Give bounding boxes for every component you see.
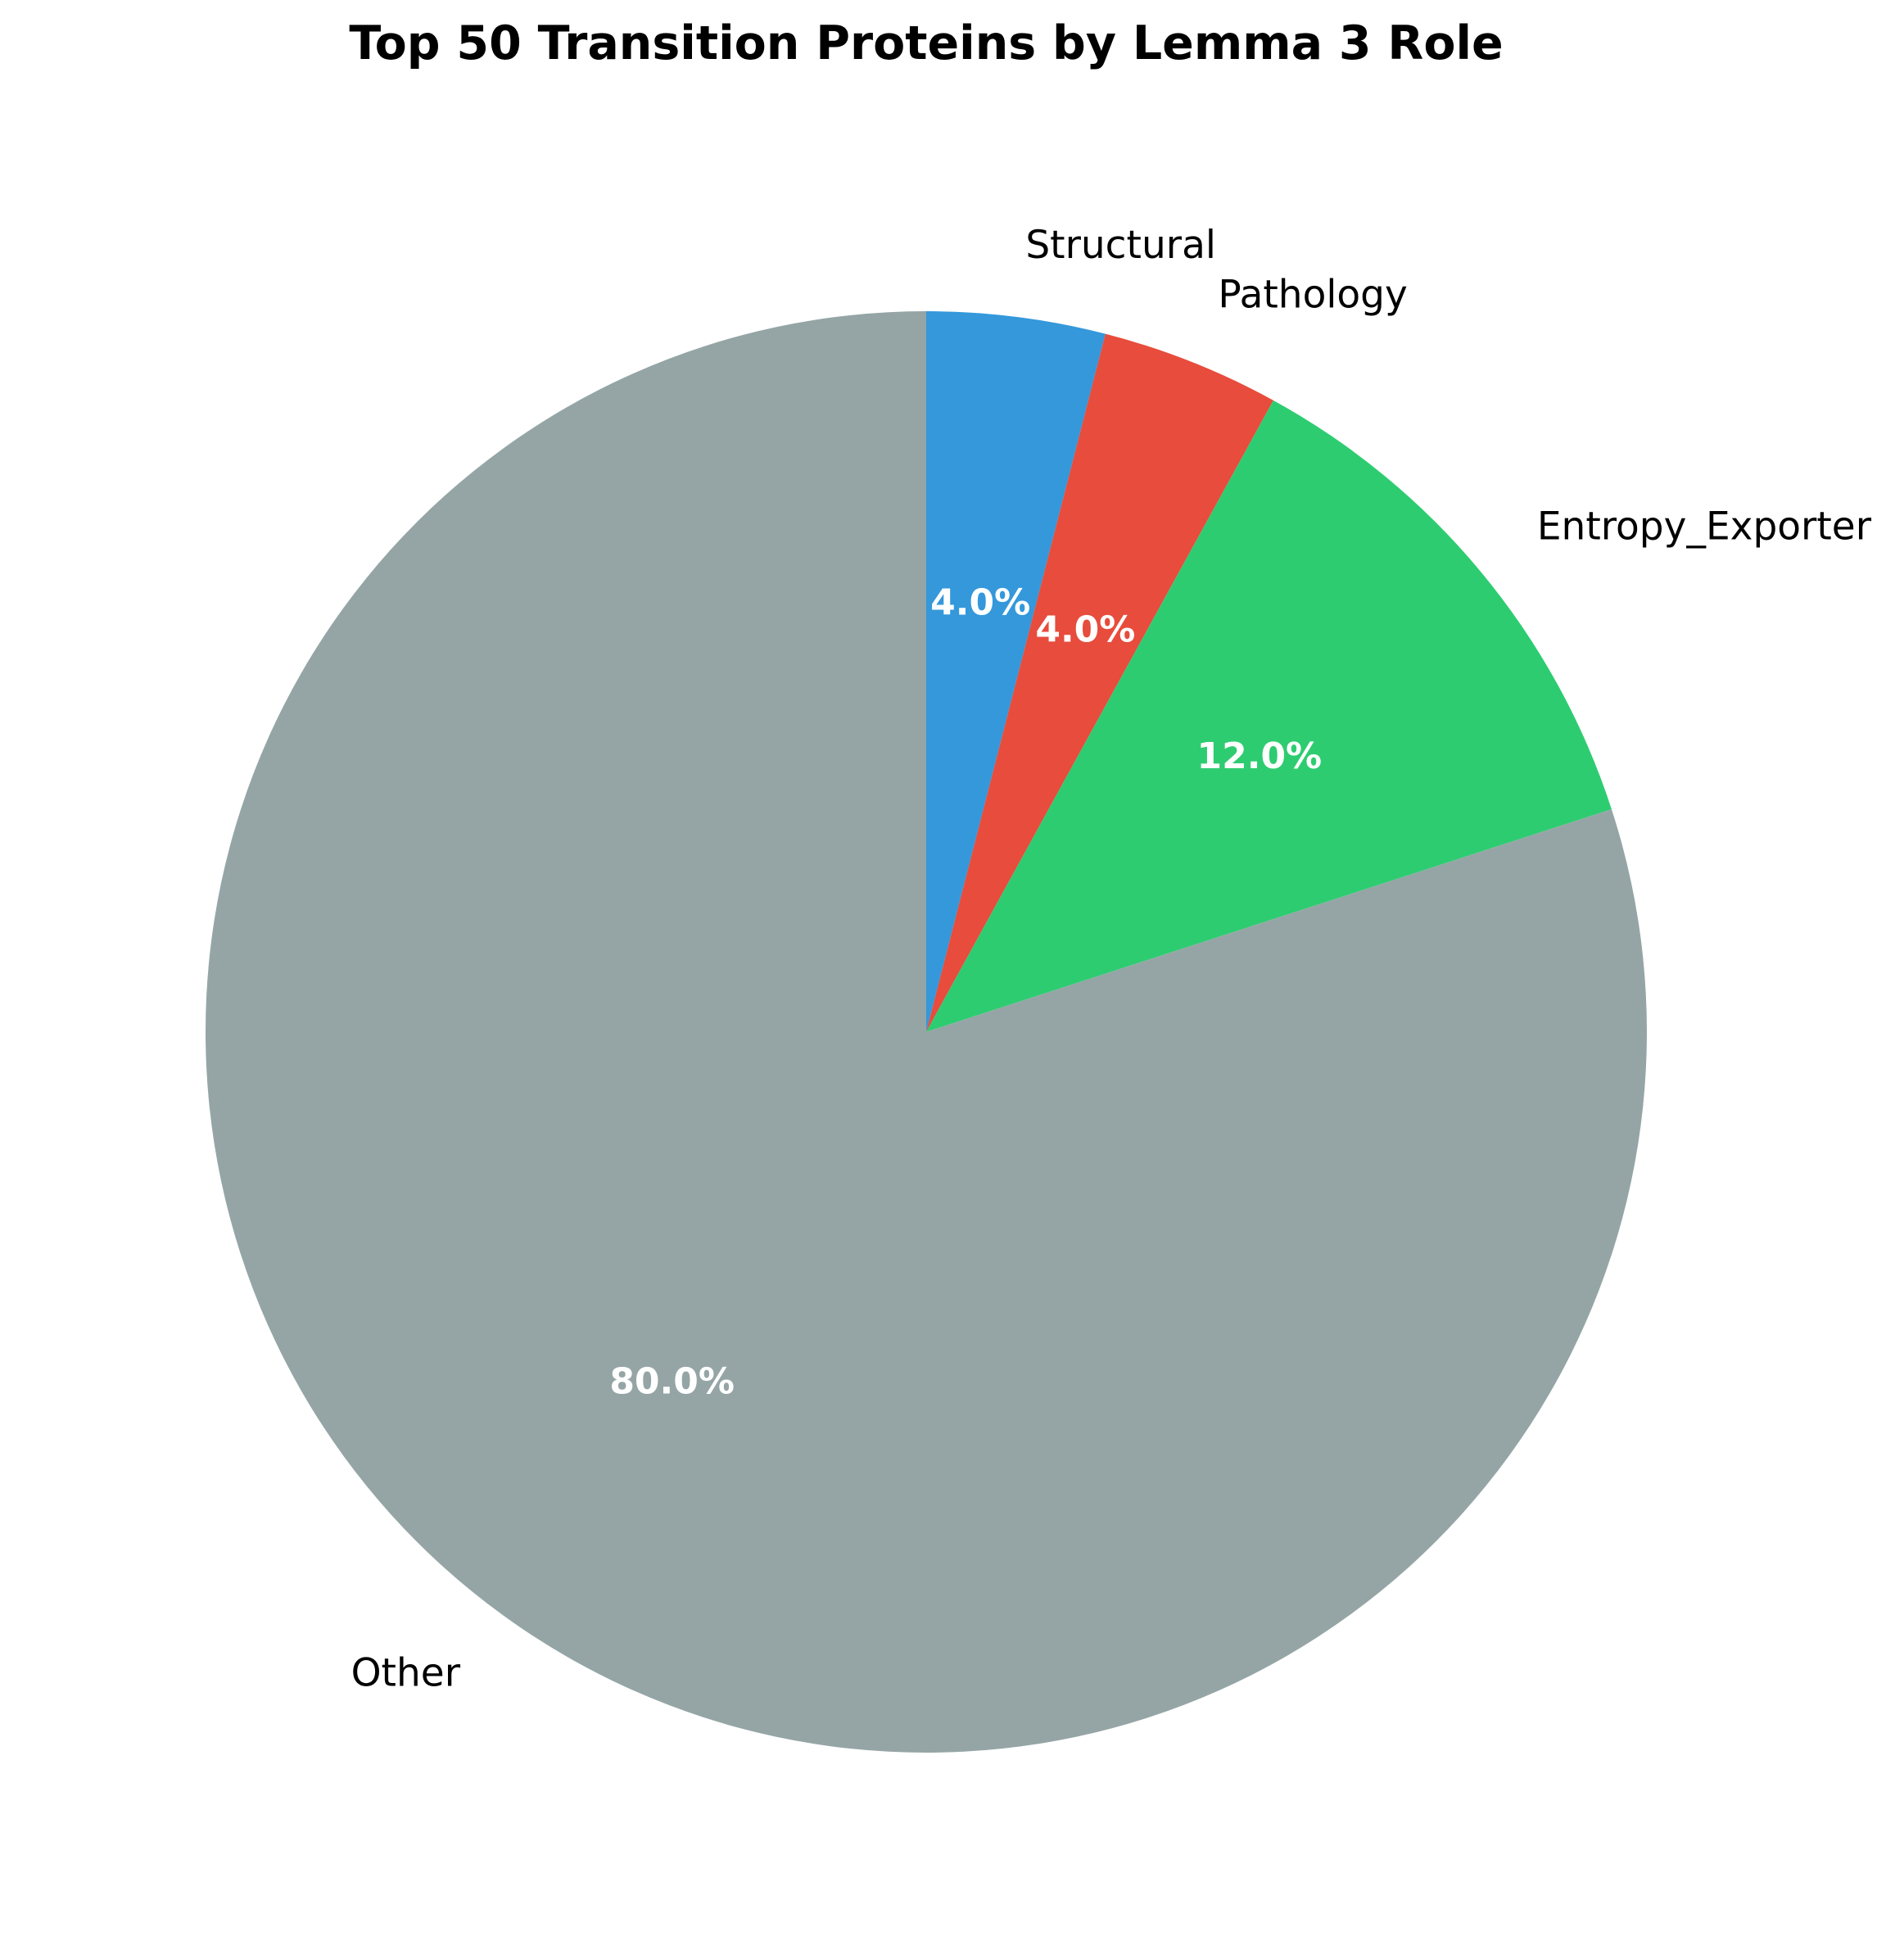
pie-percent-label-pathology: 4.0% [1035, 609, 1135, 651]
pie-slices [206, 311, 1647, 1753]
pie-category-label-pathology: Pathology [1218, 272, 1407, 317]
pie-percent-label-structural: 4.0% [930, 582, 1030, 624]
chart-title: Top 50 Transition Proteins by Lemma 3 Ro… [349, 16, 1503, 70]
pie-percent-label-other: 80.0% [609, 1361, 735, 1403]
pie-category-label-structural: Structural [1025, 223, 1216, 268]
pie-percent-label-entropy-exporter: 12.0% [1197, 735, 1323, 777]
pie-category-label-entropy-exporter: Entropy_Exporter [1537, 504, 1872, 549]
pie-category-label-other: Other [351, 1651, 461, 1696]
